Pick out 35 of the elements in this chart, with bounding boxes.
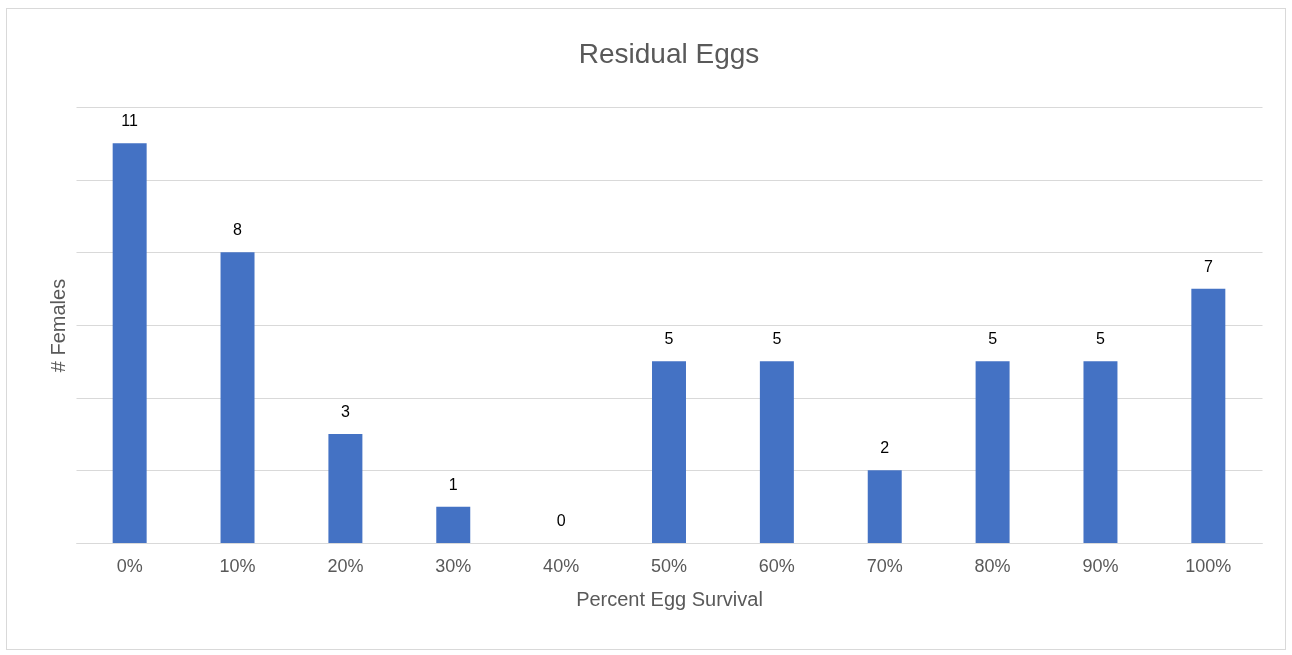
- x-tick-label: 40%: [543, 555, 580, 576]
- x-tick-label: 20%: [327, 555, 364, 576]
- x-tick-label: 60%: [758, 555, 795, 576]
- x-tick-label: 80%: [974, 555, 1011, 576]
- x-axis-title: Percent Egg Survival: [576, 587, 763, 610]
- x-tick-label: 100%: [1185, 555, 1232, 576]
- bar: [759, 361, 794, 543]
- data-label: 11: [121, 112, 139, 130]
- data-label: 2: [880, 439, 890, 457]
- bar: [1191, 288, 1226, 543]
- y-axis-title: # Females: [46, 278, 69, 373]
- x-tick-label: 70%: [866, 555, 903, 576]
- data-label: 8: [233, 221, 243, 239]
- bar: [652, 361, 686, 543]
- x-tick-label: 50%: [650, 555, 688, 576]
- bar: [328, 434, 363, 543]
- bar: [867, 470, 902, 543]
- data-label: 5: [664, 330, 674, 348]
- bar: [975, 361, 1010, 543]
- data-label: 7: [1203, 257, 1213, 275]
- x-tick-label: 10%: [219, 555, 256, 576]
- data-label: 5: [1096, 330, 1106, 348]
- bar: [1083, 361, 1118, 543]
- data-label: 5: [988, 330, 998, 348]
- bar: [220, 252, 255, 543]
- bar: [112, 143, 147, 543]
- chart-title: Residual Eggs: [578, 38, 760, 69]
- data-label: 3: [340, 403, 350, 420]
- data-label: 0: [556, 512, 566, 529]
- x-tick-label: 30%: [435, 555, 472, 576]
- bar: [436, 506, 471, 543]
- data-label: 5: [772, 330, 782, 348]
- data-label: 1: [448, 475, 458, 493]
- x-tick-label: 0%: [116, 555, 143, 576]
- x-tick-label: 90%: [1082, 555, 1119, 576]
